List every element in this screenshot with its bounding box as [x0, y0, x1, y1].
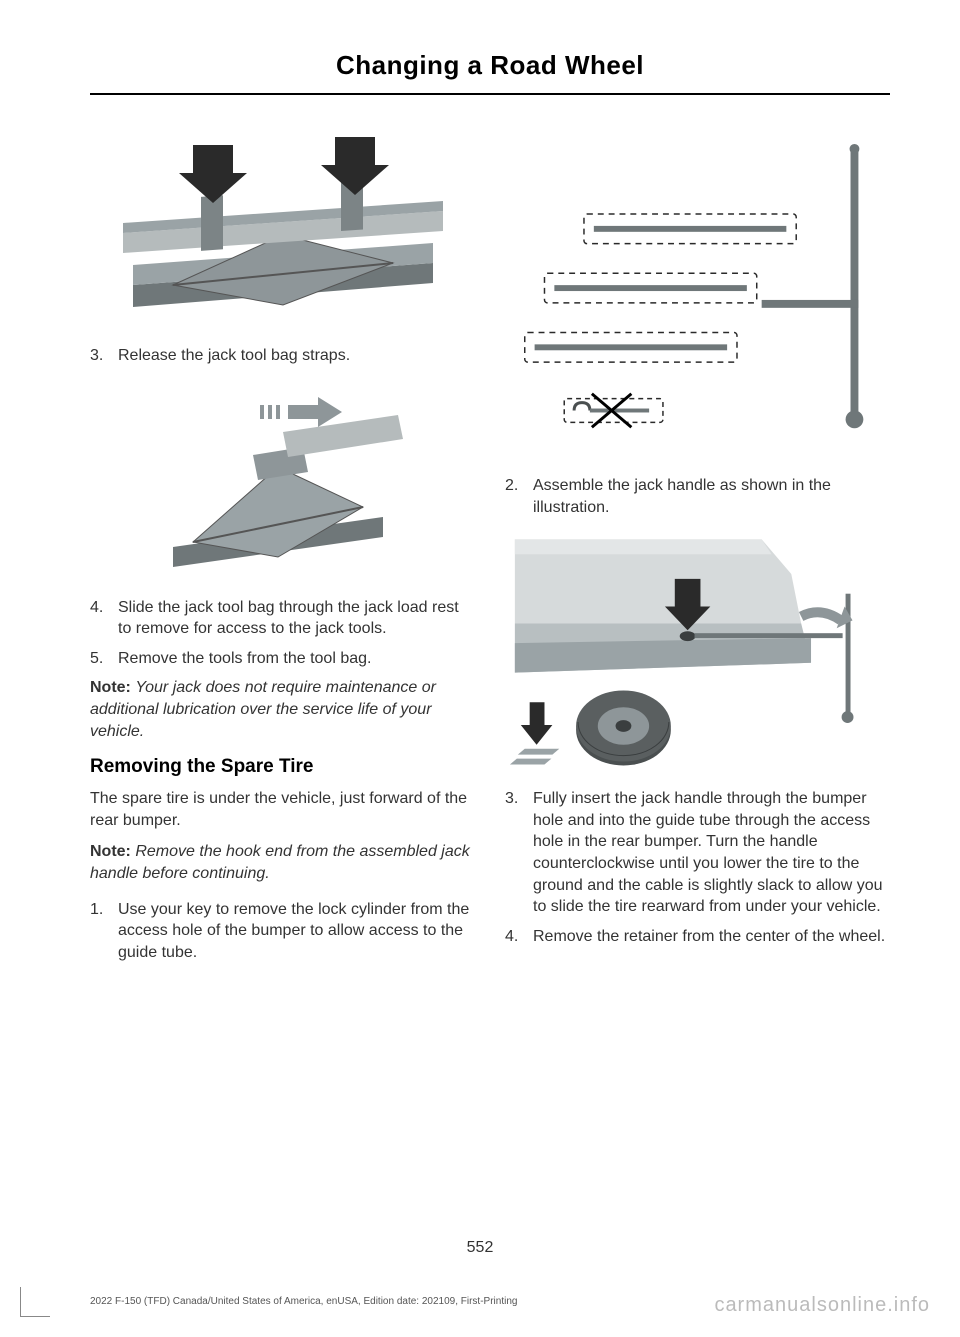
- subheading-spare-tire: Removing the Spare Tire: [90, 756, 475, 778]
- step-3r-text: Fully insert the jack handle through the…: [533, 788, 890, 918]
- step-4-num: 4.: [90, 597, 118, 640]
- step-4r-text: Remove the retainer from the center of t…: [533, 926, 885, 948]
- footer-meta: 2022 F-150 (TFD) Canada/United States of…: [90, 1296, 517, 1307]
- step-3r: 3. Fully insert the jack handle through …: [505, 788, 890, 918]
- note-1: Note: Your jack does not require mainten…: [90, 677, 475, 742]
- step-2r: 2. Assemble the jack handle as shown in …: [505, 475, 890, 518]
- right-column: 2. Assemble the jack handle as shown in …: [505, 125, 890, 971]
- step-3r-num: 3.: [505, 788, 533, 918]
- note-2-label: Note:: [90, 843, 131, 860]
- step-2r-text: Assemble the jack handle as shown in the…: [533, 475, 890, 518]
- step-5-text: Remove the tools from the tool bag.: [118, 648, 371, 670]
- jack-slide-svg: [133, 377, 433, 577]
- step-5: 5. Remove the tools from the tool bag.: [90, 648, 475, 670]
- step-4-text: Slide the jack tool bag through the jack…: [118, 597, 475, 640]
- step-5-num: 5.: [90, 648, 118, 670]
- crop-mark-icon: [20, 1287, 50, 1317]
- figure-handle-assembly: [505, 135, 890, 455]
- note-1-label: Note:: [90, 679, 131, 696]
- step-3-text: Release the jack tool bag straps.: [118, 345, 350, 367]
- para-spare-location: The spare tire is under the vehicle, jus…: [90, 788, 475, 831]
- step-2r-num: 2.: [505, 475, 533, 518]
- step-4r-num: 4.: [505, 926, 533, 948]
- page-number: 552: [0, 1239, 960, 1257]
- page-header: Changing a Road Wheel: [90, 50, 890, 95]
- watermark: carmanualsonline.info: [714, 1294, 930, 1317]
- bumper-spare-svg: [505, 528, 890, 768]
- note-2: Note: Remove the hook end from the assem…: [90, 841, 475, 884]
- jack-straps-svg: [113, 135, 453, 325]
- note-1-body: Your jack does not require maintenance o…: [90, 679, 436, 739]
- figure-jack-straps: [90, 135, 475, 325]
- page-title: Changing a Road Wheel: [90, 50, 890, 81]
- note-2-body: Remove the hook end from the assembled j…: [90, 843, 470, 882]
- step-1b: 1. Use your key to remove the lock cylin…: [90, 899, 475, 964]
- content-columns: 3. Release the jack tool bag straps.: [90, 125, 890, 971]
- handle-assembly-svg: [505, 135, 890, 455]
- step-1b-num: 1.: [90, 899, 118, 964]
- left-column: 3. Release the jack tool bag straps.: [90, 125, 475, 971]
- step-3-num: 3.: [90, 345, 118, 367]
- step-3: 3. Release the jack tool bag straps.: [90, 345, 475, 367]
- figure-bumper-spare: [505, 528, 890, 768]
- figure-jack-slide: [90, 377, 475, 577]
- step-4: 4. Slide the jack tool bag through the j…: [90, 597, 475, 640]
- step-1b-text: Use your key to remove the lock cylinder…: [118, 899, 475, 964]
- step-4r: 4. Remove the retainer from the center o…: [505, 926, 890, 948]
